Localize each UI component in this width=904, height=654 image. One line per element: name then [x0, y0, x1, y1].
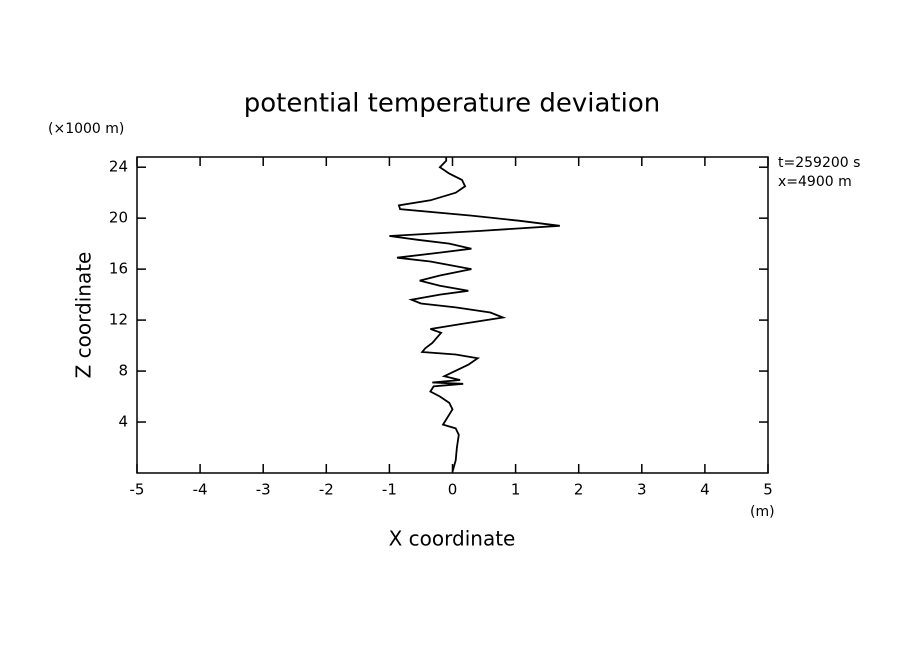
x-tick-label: -1 [382, 481, 397, 499]
x-tick-label: 0 [448, 481, 458, 499]
y-tick-label: 12 [109, 311, 128, 329]
y-tick-label: 20 [109, 209, 128, 227]
y-tick-label: 8 [118, 362, 128, 380]
x-tick-label: -5 [130, 481, 145, 499]
plot-frame [136, 156, 769, 474]
y-tick-label: 24 [109, 158, 128, 176]
x-tick-label: 5 [763, 481, 773, 499]
y-tick-label: 4 [118, 413, 128, 431]
chart-title: potential temperature deviation [244, 89, 660, 119]
y-axis-label: Z coordinate [72, 252, 96, 379]
profile-line [389, 157, 560, 472]
x-tick-label: 2 [574, 481, 584, 499]
y-tick-label: 16 [109, 260, 128, 278]
x-tick-label: 1 [511, 481, 521, 499]
x-tick-label: 4 [700, 481, 710, 499]
x-tick-label: -3 [256, 481, 271, 499]
x-tick-label: 3 [637, 481, 647, 499]
x-unit: (m) [750, 504, 775, 520]
annotation: x=4900 m [778, 174, 852, 190]
x-tick-label: -2 [319, 481, 334, 499]
annotation: t=259200 s [778, 155, 860, 171]
x-tick-label: -4 [193, 481, 208, 499]
y-unit: (×1000 m) [48, 121, 124, 137]
x-axis-label: X coordinate [389, 527, 516, 551]
